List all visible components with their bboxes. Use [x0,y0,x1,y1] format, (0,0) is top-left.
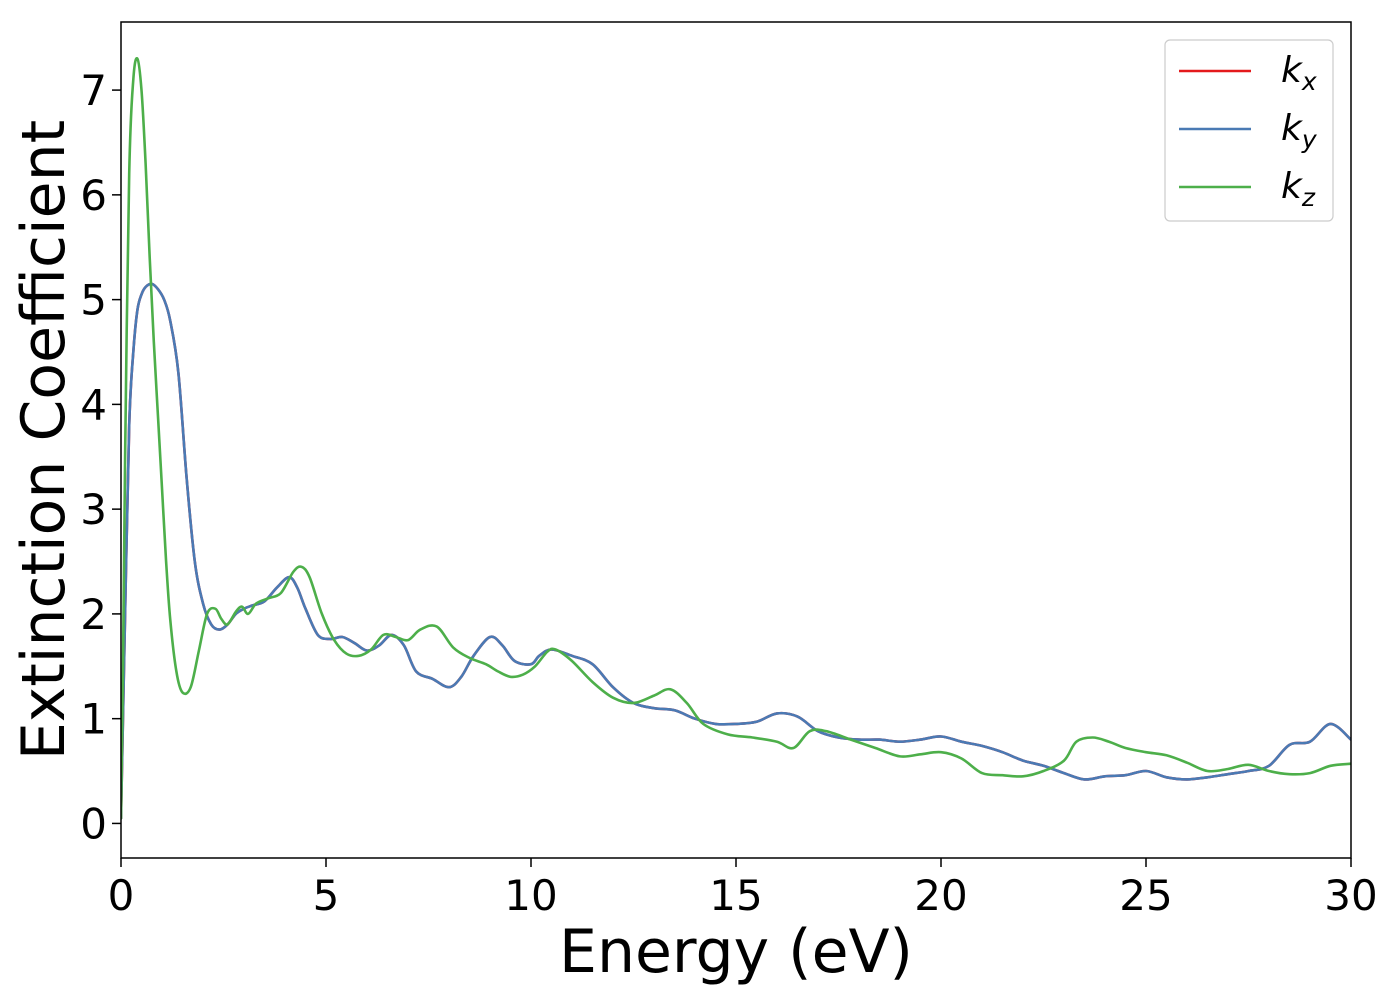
y-tick-label: 6 [80,171,107,220]
x-tick-label: 20 [914,871,967,920]
legend-label: ky [1281,108,1318,154]
x-tick-label: 30 [1324,871,1377,920]
y-tick-label: 7 [80,66,107,115]
series-line-k-x [121,282,1351,820]
legend-frame [1164,39,1334,222]
legend: kx ky kz [1164,39,1334,222]
x-tick-label: 0 [108,871,135,920]
x-tick-label: 10 [504,871,557,920]
y-tick-label: 2 [80,590,107,639]
x-axis-title: Energy (eV) [559,917,913,987]
x-axis-ticks: 0 5 10 15 20 25 30 [108,858,1378,920]
y-axis-title: Extinction Coefficient [9,120,79,760]
series-line-k-y [121,282,1351,820]
series-line-k-z [121,56,1351,820]
plot-lines [121,56,1351,820]
y-tick-label: 4 [80,380,107,429]
y-tick-label: 5 [80,276,107,325]
y-tick-label: 1 [80,695,107,744]
y-axis-ticks: 0 1 2 3 4 5 6 7 [80,66,121,848]
y-tick-label: 0 [80,799,107,848]
x-tick-label: 5 [313,871,340,920]
legend-label: kx [1281,50,1317,96]
legend-label: kz [1281,166,1316,212]
x-tick-label: 15 [709,871,762,920]
x-tick-label: 25 [1119,871,1172,920]
y-tick-label: 3 [80,485,107,534]
